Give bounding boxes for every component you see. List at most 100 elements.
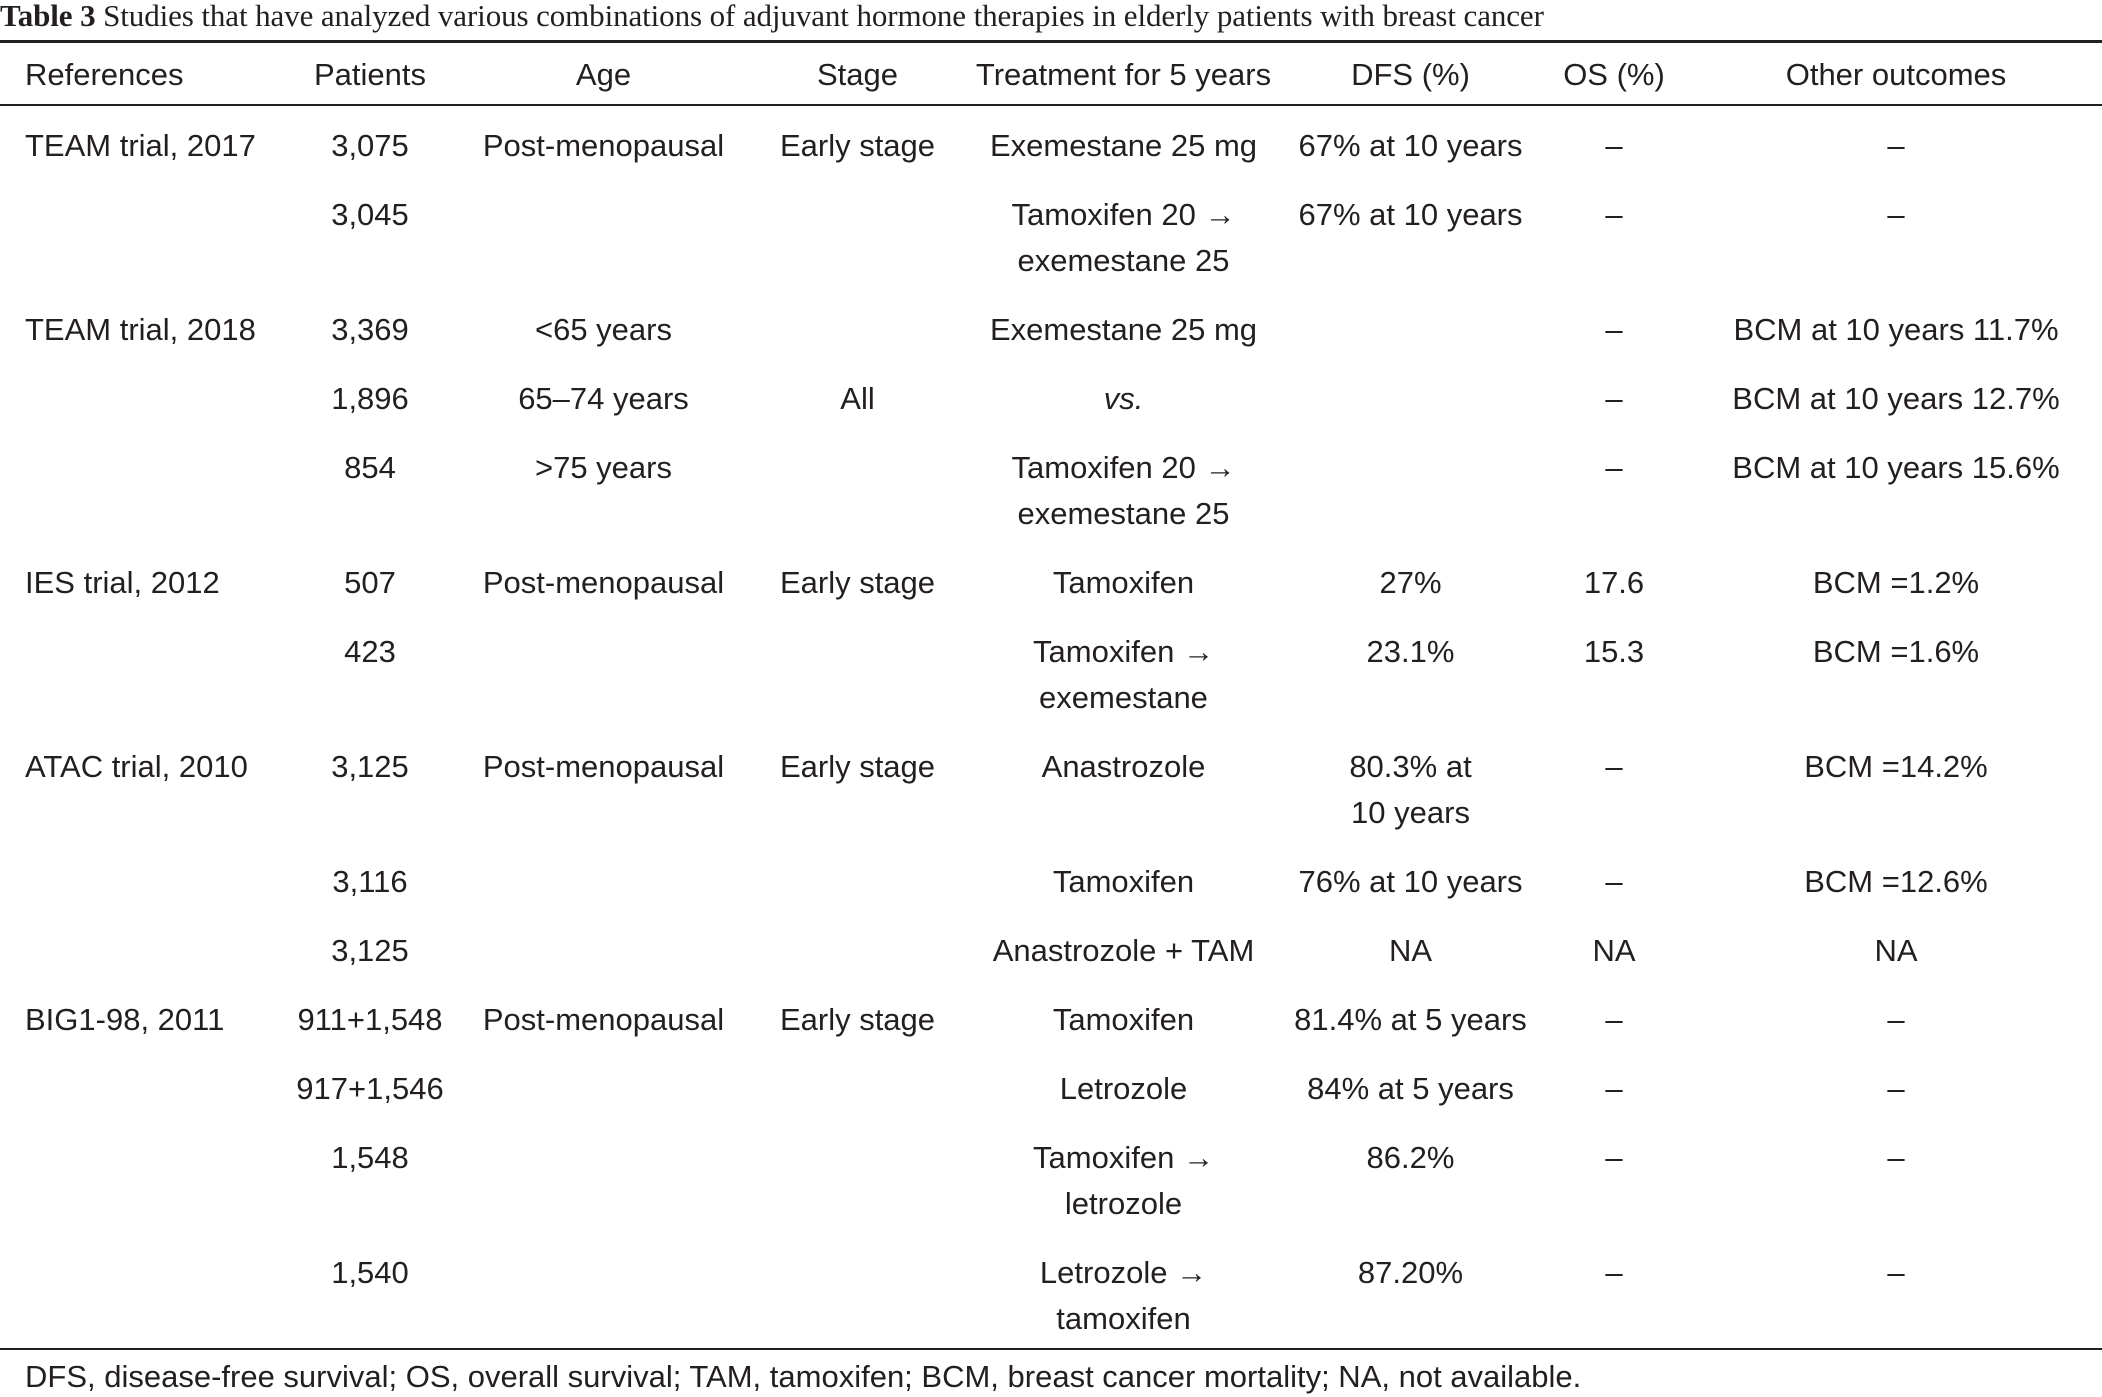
cell-patients: 3,075 bbox=[331, 128, 409, 163]
cell-treatment: Exemestane 25 mg bbox=[964, 123, 1283, 192]
table-row: TEAM trial, 2017 3,075 Post-menopausal E… bbox=[0, 123, 2102, 192]
cell-os: – bbox=[1605, 450, 1623, 485]
cell-reference: IES trial, 2012 bbox=[25, 565, 220, 600]
header-rule bbox=[0, 104, 2102, 106]
cell-dfs: 87.20% bbox=[1283, 1250, 1538, 1365]
dfs-line: 27% bbox=[1379, 565, 1442, 600]
cell-other-outcomes: – bbox=[1887, 1071, 1905, 1106]
table-footnote: DFS, disease-free survival; OS, overall … bbox=[25, 1359, 1582, 1394]
cell-os: – bbox=[1605, 1140, 1623, 1175]
dfs-line: NA bbox=[1388, 933, 1433, 968]
header-treatment: Treatment for 5 years bbox=[975, 57, 1272, 92]
cell-other-outcomes: BCM =12.6% bbox=[1804, 864, 1988, 899]
cell-treatment: Tamoxifen 20 → exemestane 25 bbox=[964, 445, 1283, 560]
header-stage: Stage bbox=[816, 57, 898, 92]
cell-patients: 1,896 bbox=[331, 381, 409, 416]
cell-os: – bbox=[1605, 1071, 1623, 1106]
cell-dfs: NA bbox=[1283, 928, 1538, 997]
cell-other-outcomes: BCM =1.6% bbox=[1812, 634, 1980, 669]
cell-treatment: Tamoxifen → exemestane bbox=[964, 629, 1283, 744]
cell-treatment: Tamoxifen 20 → exemestane 25 bbox=[964, 192, 1283, 307]
cell-age bbox=[456, 928, 751, 997]
cell-os: NA bbox=[1592, 933, 1636, 968]
cell-reference bbox=[0, 376, 284, 445]
cell-stage: Early stage bbox=[779, 1002, 936, 1037]
treatment-line: exemestane 25 bbox=[1017, 496, 1230, 531]
table-label: Table 3 bbox=[0, 0, 96, 33]
treatment-line: exemestane bbox=[1039, 680, 1208, 715]
table-row: 917+1,546 Letrozole 84% at 5 years – – bbox=[0, 1066, 2102, 1135]
cell-treatment: Tamoxifen bbox=[964, 560, 1283, 629]
header-dfs: DFS (%) bbox=[1351, 57, 1470, 92]
cell-treatment: Exemestane 25 mg bbox=[964, 307, 1283, 376]
header-patients: Patients bbox=[313, 57, 426, 92]
treatment-line: exemestane 25 bbox=[1017, 243, 1230, 278]
treatment-line: tamoxifen bbox=[1056, 1301, 1191, 1336]
cell-dfs: 80.3% at 10 years bbox=[1283, 744, 1538, 859]
cell-treatment: Letrozole → tamoxifen bbox=[964, 1250, 1283, 1365]
treatment-line: Anastrozole + TAM bbox=[992, 933, 1255, 968]
treatment-line: vs. bbox=[1103, 381, 1144, 416]
cell-age bbox=[456, 1250, 751, 1365]
cell-patients: 911+1,548 bbox=[297, 1002, 443, 1037]
dfs-line: 84% at 5 years bbox=[1307, 1071, 1514, 1106]
cell-other-outcomes: – bbox=[1887, 128, 1905, 163]
treatment-line: Anastrozole bbox=[1041, 749, 1206, 784]
cell-treatment: Anastrozole + TAM bbox=[964, 928, 1283, 997]
bottom-rule bbox=[0, 1348, 2102, 1350]
cell-other-outcomes: BCM =1.2% bbox=[1812, 565, 1980, 600]
cell-treatment: Letrozole bbox=[964, 1066, 1283, 1135]
table-row: 854 >75 years Tamoxifen 20 → exemestane 2… bbox=[0, 445, 2102, 560]
treatment-line: Tamoxifen 20 → bbox=[1011, 197, 1236, 232]
cell-patients: 3,045 bbox=[331, 197, 409, 232]
cell-dfs: 86.2% bbox=[1283, 1135, 1538, 1250]
cell-patients: 3,369 bbox=[331, 312, 409, 347]
cell-stage bbox=[751, 445, 964, 560]
cell-other-outcomes: – bbox=[1887, 1255, 1905, 1290]
dfs-line: 87.20% bbox=[1357, 1255, 1464, 1290]
table-title: Studies that have analyzed various combi… bbox=[103, 0, 1544, 33]
treatment-line: Exemestane 25 mg bbox=[989, 312, 1258, 347]
cell-os: – bbox=[1605, 312, 1623, 347]
cell-age bbox=[456, 1066, 751, 1135]
cell-dfs: 23.1% bbox=[1283, 629, 1538, 744]
cell-os: – bbox=[1605, 864, 1623, 899]
dfs-line: 67% at 10 years bbox=[1298, 128, 1523, 163]
cell-dfs: 67% at 10 years bbox=[1283, 123, 1538, 192]
cell-patients: 917+1,546 bbox=[296, 1071, 444, 1106]
table-row: IES trial, 2012 507 Post-menopausal Earl… bbox=[0, 560, 2102, 629]
cell-patients: 1,548 bbox=[331, 1140, 409, 1175]
cell-stage bbox=[751, 1250, 964, 1365]
treatment-line: Tamoxifen → bbox=[1033, 1140, 1214, 1175]
treatment-line: Tamoxifen → bbox=[1033, 634, 1214, 669]
cell-other-outcomes: BCM at 10 years 11.7% bbox=[1733, 312, 2059, 347]
cell-treatment: Tamoxifen bbox=[964, 997, 1283, 1066]
cell-patients: 1,540 bbox=[331, 1255, 409, 1290]
treatment-line: Letrozole bbox=[1059, 1071, 1188, 1106]
cell-patients: 3,125 bbox=[331, 749, 409, 784]
cell-dfs: 27% bbox=[1283, 560, 1538, 629]
treatment-line: Tamoxifen bbox=[1052, 565, 1195, 600]
cell-reference: BIG1-98, 2011 bbox=[25, 1002, 225, 1037]
table-row: 1,540 Letrozole → tamoxifen 87.20% – – bbox=[0, 1250, 2102, 1365]
cell-stage: Early stage bbox=[779, 128, 936, 163]
cell-stage: Early stage bbox=[779, 565, 936, 600]
cell-treatment: vs. bbox=[964, 376, 1283, 445]
cell-reference: TEAM trial, 2018 bbox=[25, 312, 256, 347]
header-age: Age bbox=[575, 57, 632, 92]
cell-other-outcomes: NA bbox=[1874, 933, 1918, 968]
table-body: TEAM trial, 2017 3,075 Post-menopausal E… bbox=[0, 123, 2102, 1365]
table-row: ATAC trial, 2010 3,125 Post-menopausal E… bbox=[0, 744, 2102, 859]
cell-dfs: 67% at 10 years bbox=[1283, 192, 1538, 307]
cell-age: Post-menopausal bbox=[482, 1002, 725, 1037]
cell-stage bbox=[751, 1135, 964, 1250]
cell-other-outcomes: – bbox=[1887, 1002, 1905, 1037]
cell-age: >75 years bbox=[534, 450, 672, 485]
table-row: TEAM trial, 2018 3,369 <65 years Exemest… bbox=[0, 307, 2102, 376]
treatment-line: Letrozole → bbox=[1039, 1255, 1208, 1290]
cell-stage: Early stage bbox=[779, 749, 936, 784]
cell-os: – bbox=[1605, 128, 1623, 163]
cell-other-outcomes: – bbox=[1887, 1140, 1905, 1175]
cell-dfs: 76% at 10 years bbox=[1283, 859, 1538, 928]
cell-treatment: Tamoxifen bbox=[964, 859, 1283, 928]
